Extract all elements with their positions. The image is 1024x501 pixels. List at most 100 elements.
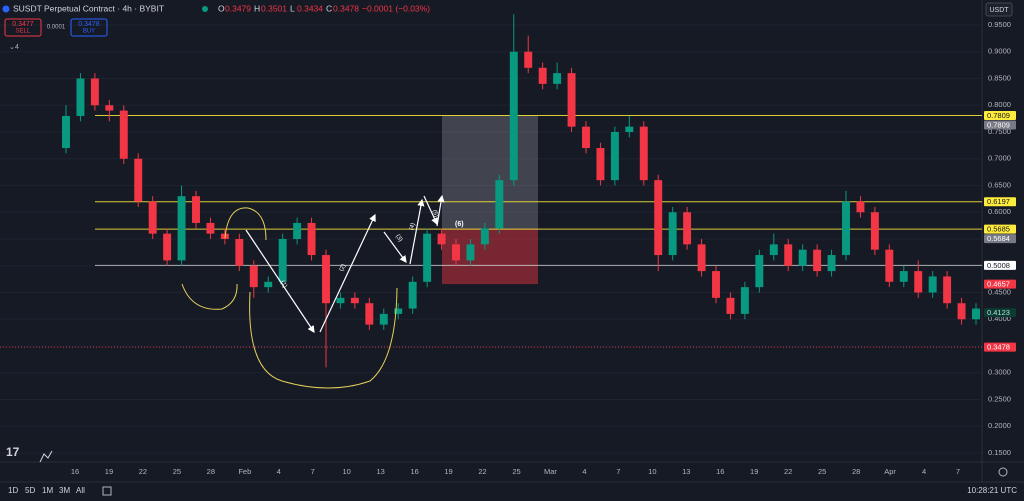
ohlc-value: 0.3479 [225,3,251,13]
arrow [245,229,315,333]
candle-body [842,201,850,256]
settings-icon[interactable] [998,467,1008,477]
candle-body [654,180,663,256]
price-tag-label: 0.4657 [987,280,1010,289]
candle-body [76,78,85,116]
candle-body [350,297,359,304]
candle-body [683,212,692,245]
x-tick-label: 16 [410,467,418,476]
ohlc-key: L [290,3,295,13]
candle-body [813,249,822,272]
candle-body [943,276,952,304]
candle-body [264,281,273,288]
currency-button[interactable] [985,2,1013,17]
annotation: (1) [279,280,288,289]
ohlc-value: 0.3478 [333,3,359,13]
curve [224,207,267,241]
candle-body [798,249,807,266]
x-tick-label: 28 [207,467,215,476]
range-button[interactable]: All [76,486,85,495]
x-tick-label: 4 [922,467,926,476]
range-button[interactable]: 5D [25,486,35,495]
x-tick-label: 13 [376,467,384,476]
x-tick-label: Feb [238,467,251,476]
curve [249,287,398,389]
price-tag [984,120,1016,130]
clock: 10:28:21 UTC [967,486,1017,495]
candle-body [712,271,720,298]
candle-body [495,180,504,229]
y-tick-label: 0.9000 [988,47,1011,56]
collapse-icon[interactable]: ⌄ [9,44,15,51]
candle-body [755,255,764,288]
price-tag [984,308,1016,318]
sell-price: 0.3477 [12,21,34,28]
y-tick-label: 0.6500 [988,180,1011,189]
y-tick-label: 0.6000 [988,207,1011,216]
buy-button[interactable] [70,18,108,37]
arrow [409,198,425,265]
price-tag [984,279,1016,289]
candle-body [119,110,128,159]
candle-body [322,255,330,304]
candle-body [740,287,749,314]
ohlc-key: H [254,3,260,13]
price-tag-label: 0.5008 [987,261,1010,270]
x-tick-label: 22 [139,467,147,476]
ohlc-key: O [218,3,225,13]
price-tag-label: 0.7809 [987,111,1010,120]
change: −0.0001 (−0.03%) [362,3,430,13]
annotation: (5) [431,209,439,218]
candle-body [278,239,287,282]
x-tick-label: 7 [311,467,315,476]
price-tag-label: 0.7809 [987,120,1010,129]
candle-body [163,233,172,261]
arrow [423,195,438,226]
candle-body [509,51,518,181]
candle-body [148,201,157,234]
arrow [319,213,376,333]
candle-body [394,308,403,314]
candle-body [365,303,374,325]
x-tick-label: 25 [818,467,826,476]
x-tick-label: 22 [784,467,792,476]
x-tick-label: 19 [444,467,452,476]
arrow [436,194,445,227]
candle-body [885,249,894,282]
candle-body [553,73,562,84]
sell-label: SELL [16,29,31,35]
arrow [383,231,407,263]
candle-body [856,201,865,213]
y-tick-label: 0.4500 [988,287,1011,296]
x-tick-label: 16 [71,467,79,476]
y-tick-label: 0.2500 [988,394,1011,403]
price-tag-label: 0.5685 [987,225,1010,234]
curve [181,283,238,310]
indicator-count[interactable]: 4 [15,44,19,51]
x-tick-label: Apr [884,467,896,476]
candle-body [90,78,99,106]
range-button[interactable]: 3M [59,486,70,495]
candle-body [293,222,302,239]
calendar-icon[interactable] [102,486,112,496]
y-tick-label: 0.2000 [988,421,1011,430]
candle-body [177,196,186,261]
candle-body [524,51,533,68]
sell-button[interactable] [4,18,42,37]
candle-body [192,196,200,223]
symbol-title: SUSDT Perpetual Contract · 4h · BYBIT [13,3,164,13]
candle-body [105,105,114,111]
candle-body [914,271,923,293]
range-button[interactable]: 1D [8,486,18,495]
candle-body [408,281,417,309]
candle-body [336,297,345,304]
x-tick-label: 13 [682,467,690,476]
candle-body [567,73,576,127]
candle-body [625,126,634,132]
candle-body [62,115,70,149]
candle-body [423,233,432,282]
annotation: (2) [339,263,348,272]
candle-body [668,212,677,256]
range-button[interactable]: 1M [42,486,53,495]
